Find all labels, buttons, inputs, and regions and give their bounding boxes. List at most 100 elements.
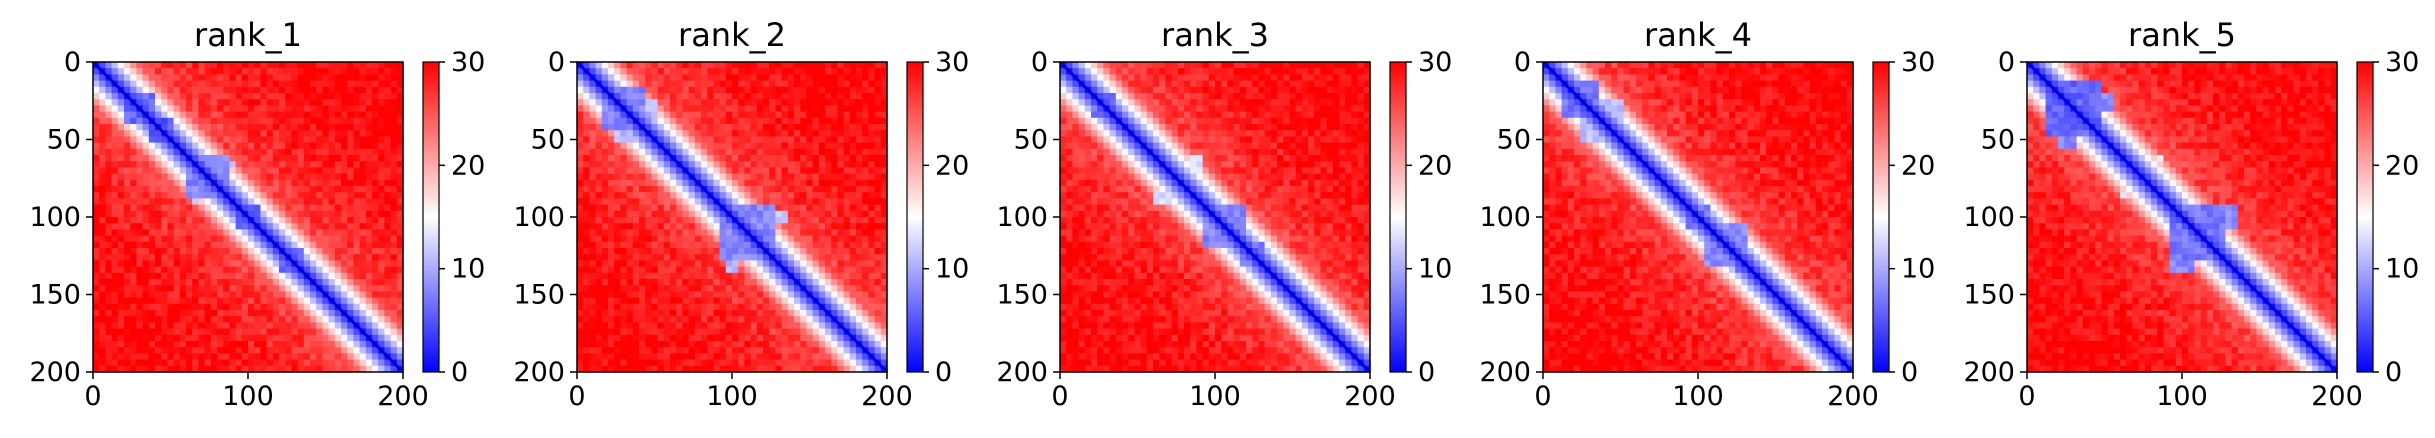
heatmap-cell <box>186 62 193 69</box>
heatmap-cell <box>639 105 646 113</box>
heatmap-cell <box>93 279 100 286</box>
heatmap-cell <box>272 235 280 243</box>
heatmap-cell <box>843 303 851 311</box>
heatmap-cell <box>856 279 863 286</box>
heatmap-cell <box>291 186 299 193</box>
heatmap-cell <box>781 136 789 144</box>
heatmap-cell <box>825 223 832 230</box>
heatmap-cell <box>173 117 181 125</box>
heatmap-cell <box>167 347 175 354</box>
heatmap-cell <box>601 334 609 342</box>
heatmap-cell <box>645 235 652 243</box>
heatmap-cell <box>831 334 838 342</box>
heatmap-cell <box>260 142 268 150</box>
heatmap-cell <box>763 186 770 193</box>
heatmap-cell <box>217 105 224 113</box>
heatmap-cell <box>787 353 795 361</box>
heatmap-cell <box>248 198 255 206</box>
heatmap-cell <box>589 124 597 131</box>
heatmap-cell <box>725 186 733 193</box>
heatmap-cell <box>279 204 286 212</box>
heatmap-cell <box>843 204 851 212</box>
heatmap-cell <box>372 359 379 367</box>
heatmap-cell <box>117 223 125 230</box>
heatmap-cell <box>204 353 212 361</box>
heatmap-cell <box>589 365 597 373</box>
heatmap-cell <box>676 341 683 348</box>
heatmap-cell <box>210 80 218 88</box>
heatmap-cell <box>800 347 807 354</box>
heatmap-cell <box>775 86 783 94</box>
heatmap-cell <box>198 241 206 249</box>
heatmap-cell <box>589 260 597 268</box>
heatmap-cell <box>688 136 696 144</box>
heatmap-cell <box>148 223 156 230</box>
heatmap-cell <box>241 328 249 336</box>
heatmap-cell <box>880 347 888 354</box>
heatmap-cell <box>632 322 640 330</box>
heatmap-cell <box>136 241 144 249</box>
heatmap-cell <box>763 105 770 113</box>
heatmap-cell <box>328 334 336 342</box>
heatmap-cell <box>856 229 863 237</box>
heatmap-cell <box>756 198 764 206</box>
heatmap-cell <box>719 86 727 94</box>
heatmap-cell <box>831 248 838 255</box>
heatmap-cell <box>806 341 814 348</box>
heatmap-cell <box>781 241 789 249</box>
heatmap-cell <box>732 279 739 286</box>
heatmap-cell <box>260 186 268 193</box>
heatmap-cell <box>595 111 603 119</box>
heatmap-cell <box>756 272 764 280</box>
heatmap-cell <box>303 241 311 249</box>
heatmap-cell <box>142 241 150 249</box>
heatmap-cell <box>694 248 702 255</box>
heatmap-cell <box>136 148 144 156</box>
heatmap-cell <box>763 68 770 75</box>
heatmap-cell <box>372 347 379 354</box>
heatmap-cell <box>372 142 379 150</box>
heatmap-cell <box>713 248 721 255</box>
heatmap-cell <box>303 365 311 373</box>
heatmap-cell <box>645 266 652 274</box>
heatmap-cell <box>750 347 758 354</box>
heatmap-cell <box>800 130 807 137</box>
heatmap-cell <box>862 173 869 181</box>
heatmap-cell <box>701 316 708 323</box>
heatmap-cell <box>328 248 336 255</box>
heatmap-cell <box>651 334 659 342</box>
heatmap-cell <box>155 93 162 100</box>
heatmap-cell <box>105 254 113 261</box>
heatmap-cell <box>303 161 311 168</box>
heatmap-cell <box>235 322 243 330</box>
heatmap-cell <box>192 167 199 175</box>
heatmap-cell <box>334 229 342 237</box>
heatmap-cell <box>260 111 268 119</box>
heatmap-cell <box>756 291 764 299</box>
heatmap-cell <box>626 148 634 156</box>
heatmap-cell <box>688 105 696 113</box>
heatmap-cell <box>862 341 869 348</box>
heatmap-cell <box>105 111 113 119</box>
heatmap-cell <box>800 204 807 212</box>
heatmap-cell <box>769 167 776 175</box>
heatmap-cell <box>390 192 398 199</box>
heatmap-cell <box>105 186 113 193</box>
heatmap-cell <box>359 285 367 292</box>
heatmap-cell <box>341 328 348 336</box>
heatmap-cell <box>303 217 311 224</box>
heatmap-cell <box>794 105 801 113</box>
heatmap-cell <box>694 334 702 342</box>
heatmap-cell <box>663 210 671 218</box>
heatmap-cell <box>186 148 193 156</box>
heatmap-cell <box>334 341 342 348</box>
heatmap-cell <box>657 210 665 218</box>
heatmap-cell <box>105 99 113 106</box>
heatmap-cell <box>384 316 392 323</box>
heatmap-cell <box>682 161 690 168</box>
heatmap-cell <box>657 186 665 193</box>
heatmap-cell <box>781 74 789 82</box>
heatmap-cell <box>657 347 665 354</box>
heatmap-cell <box>794 248 801 255</box>
heatmap-cell <box>837 93 845 100</box>
